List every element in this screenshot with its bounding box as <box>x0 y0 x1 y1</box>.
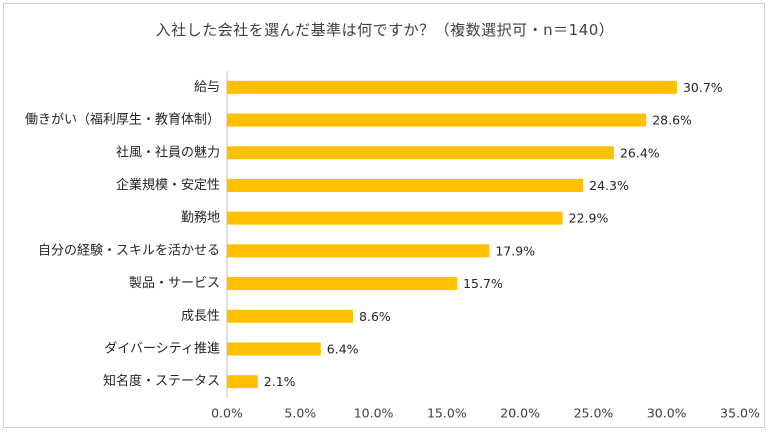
data-label: 15.7% <box>463 276 503 291</box>
category-label: 給与 <box>194 80 220 95</box>
bar <box>227 113 647 127</box>
data-label: 22.9% <box>569 211 609 226</box>
bar <box>227 178 584 192</box>
bar <box>227 244 490 258</box>
x-tick-label: 30.0% <box>647 406 687 421</box>
category-label: 働きがい（福利厚生・教育体制） <box>25 112 220 128</box>
category-label: 企業規模・安定性 <box>116 177 220 193</box>
data-label: 2.1% <box>264 374 296 389</box>
bar <box>227 80 677 94</box>
bar <box>227 211 563 225</box>
bar <box>227 309 354 323</box>
data-label: 8.6% <box>359 309 391 324</box>
category-label: 製品・サービス <box>129 276 220 291</box>
data-label: 24.3% <box>589 178 629 193</box>
data-label: 17.9% <box>495 243 535 258</box>
x-tick-label: 0.0% <box>211 406 243 421</box>
category-label: 自分の経験・スキルを活かせる <box>38 243 220 258</box>
bar <box>227 375 258 389</box>
x-tick-label: 10.0% <box>354 406 394 421</box>
category-label: 勤務地 <box>181 211 220 226</box>
data-label: 6.4% <box>327 341 359 356</box>
category-label: ダイバーシティ推進 <box>104 341 220 356</box>
data-label: 30.7% <box>683 80 723 95</box>
data-label: 26.4% <box>620 145 660 160</box>
x-tick-label: 5.0% <box>284 406 316 421</box>
chart-title: 入社した会社を選んだ基準は何ですか？（複数選択可・n＝140） <box>155 21 615 39</box>
category-label: 知名度・ステータス <box>103 373 220 389</box>
bar <box>227 146 614 160</box>
x-tick-label: 35.0% <box>720 406 760 421</box>
bar <box>227 277 458 291</box>
category-label: 成長性 <box>181 309 220 324</box>
x-tick-label: 15.0% <box>427 406 467 421</box>
data-label: 28.6% <box>652 113 692 128</box>
bar <box>227 342 321 356</box>
x-tick-label: 25.0% <box>574 406 614 421</box>
x-tick-label: 20.0% <box>500 406 540 421</box>
category-label: 社風・社員の魅力 <box>116 144 220 160</box>
